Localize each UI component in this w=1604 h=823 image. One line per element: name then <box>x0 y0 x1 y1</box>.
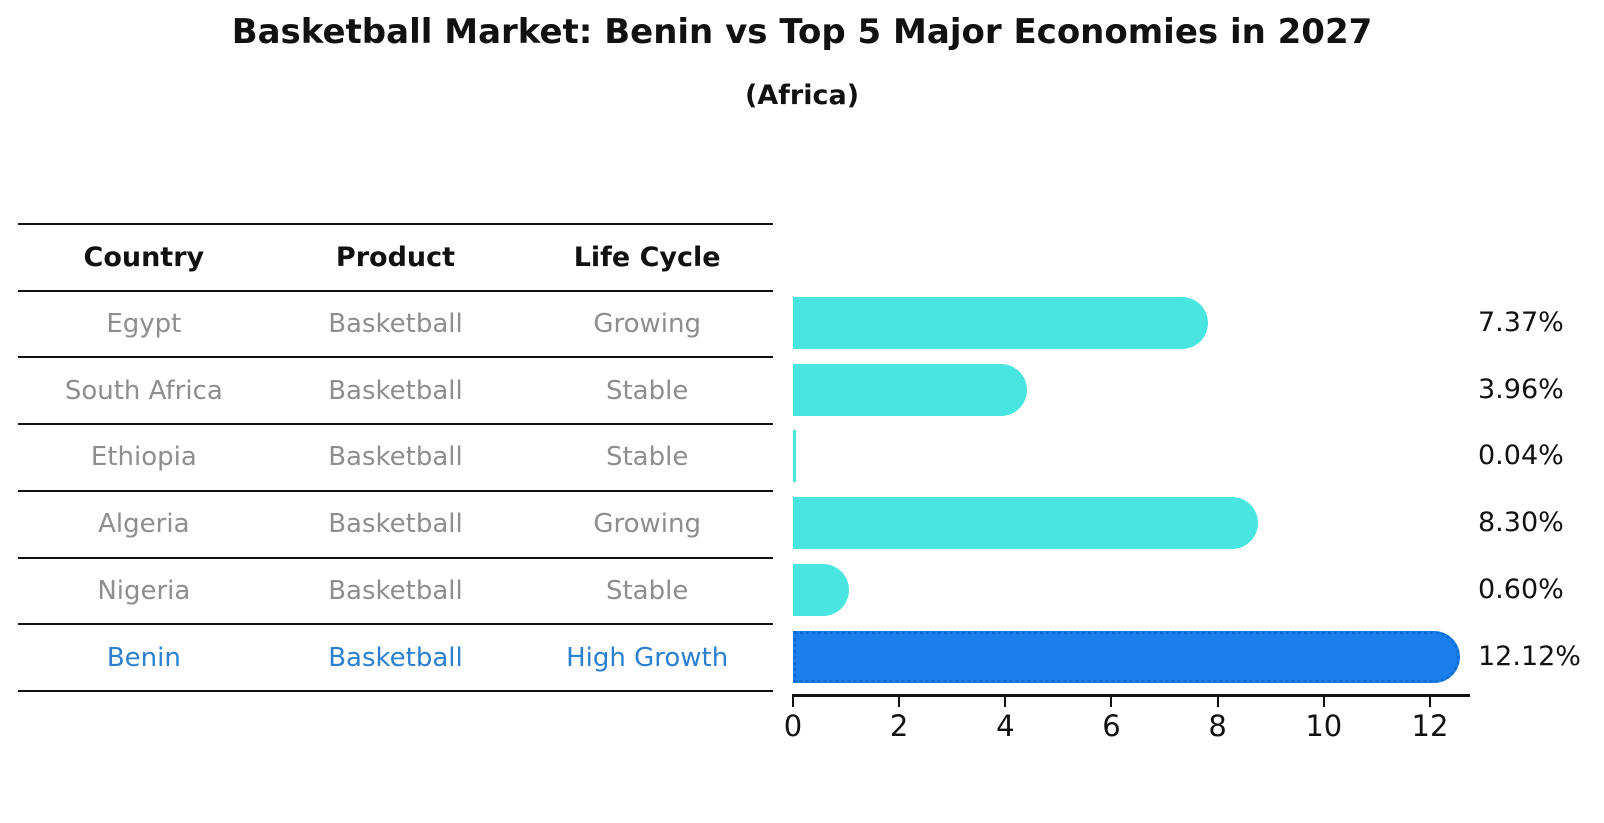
cell-country: Nigeria <box>97 575 191 606</box>
cell-life-cycle: Growing <box>593 509 701 540</box>
cell-product: Basketball <box>328 309 463 340</box>
x-axis-line <box>792 694 1470 697</box>
x-axis-tick <box>1216 696 1219 707</box>
header-cell-life-cycle: Life Cycle <box>573 241 721 273</box>
cell-country: Algeria <box>98 509 190 540</box>
x-axis-tick-label: 0 <box>783 709 803 743</box>
bar-nigeria <box>793 563 849 616</box>
value-label: 8.30% <box>1478 507 1564 539</box>
bar-ethiopia <box>793 430 796 483</box>
table-row: Nigeria Basketball Stable <box>18 556 773 624</box>
cell-product: Basketball <box>328 575 463 606</box>
table-row: Egypt Basketball Growing <box>18 289 773 357</box>
x-axis-tick-label: 12 <box>1411 709 1449 743</box>
x-axis-tick <box>1322 696 1325 707</box>
x-axis-tick <box>898 696 901 707</box>
cell-life-cycle: High Growth <box>566 642 729 673</box>
x-axis-tick-label: 8 <box>1208 709 1227 743</box>
x-axis-tick <box>792 696 794 707</box>
header-cell-product: Product <box>335 241 456 273</box>
cell-life-cycle: Stable <box>605 375 689 406</box>
x-axis-tick <box>1428 696 1431 707</box>
cell-life-cycle: Stable <box>605 442 689 473</box>
table-row: Ethiopia Basketball Stable <box>18 423 773 490</box>
bar-algeria <box>793 497 1258 550</box>
data-table: Country Product Life Cycle Egypt Basketba… <box>18 223 773 692</box>
bar-egypt <box>793 297 1209 350</box>
cell-life-cycle: Stable <box>605 575 689 606</box>
cell-country: South Africa <box>64 375 223 406</box>
cell-country: Benin <box>106 642 181 673</box>
table-row: South Africa Basketball Stable <box>18 356 773 423</box>
value-label: 0.04% <box>1478 440 1564 472</box>
header-cell-country: Country <box>83 241 205 273</box>
cell-product: Basketball <box>328 375 463 406</box>
cell-country: Egypt <box>106 309 182 340</box>
x-axis-tick-label: 4 <box>996 709 1015 743</box>
value-label: 0.60% <box>1478 573 1564 605</box>
page-title: Basketball Market: Benin vs Top 5 Major … <box>231 12 1373 52</box>
page-subtitle: (Africa) <box>744 80 860 111</box>
table-row: Algeria Basketball Growing <box>18 489 773 557</box>
x-axis-tick <box>1004 696 1007 707</box>
x-axis-tick-label: 10 <box>1305 709 1343 743</box>
value-label: 12.12% <box>1478 640 1581 672</box>
cell-life-cycle: Growing <box>593 309 701 340</box>
cell-product: Basketball <box>328 642 463 673</box>
bar-south-africa <box>793 363 1028 416</box>
value-label: 3.96% <box>1478 373 1564 405</box>
bar-benin <box>793 630 1461 683</box>
cell-product: Basketball <box>328 442 463 473</box>
x-axis-tick-label: 2 <box>889 709 909 743</box>
x-axis-tick <box>1110 696 1113 707</box>
value-label: 7.37% <box>1478 307 1564 339</box>
table-header-row: Country Product Life Cycle <box>18 223 773 290</box>
cell-product: Basketball <box>328 509 463 540</box>
table-row: Benin Basketball High Growth <box>18 623 773 690</box>
cell-country: Ethiopia <box>90 442 197 473</box>
x-axis-tick-label: 6 <box>1102 709 1121 743</box>
